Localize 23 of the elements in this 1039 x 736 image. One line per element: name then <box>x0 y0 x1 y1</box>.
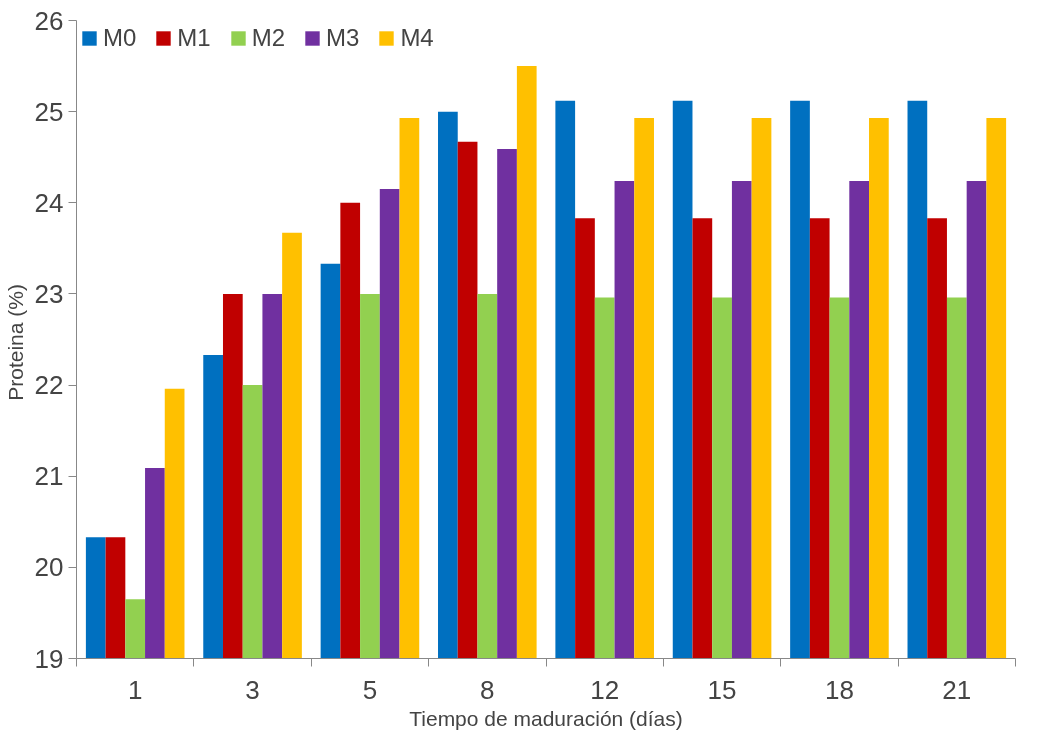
legend-label: M1 <box>177 24 211 52</box>
x-tick-label: 12 <box>590 674 620 705</box>
legend-label: M2 <box>251 24 286 52</box>
x-tick-label: 15 <box>707 674 737 705</box>
y-tick-label: 23 <box>34 278 64 309</box>
x-tick-label: 8 <box>480 674 495 705</box>
legend-label: M4 <box>400 24 434 52</box>
y-tick-label: 25 <box>34 96 64 127</box>
x-tick-label: 21 <box>942 674 972 705</box>
x-tick-label: 3 <box>245 674 260 705</box>
x-axis-title: Tiempo de maduración (días) <box>409 706 683 730</box>
y-tick-label: 21 <box>34 461 64 492</box>
y-axis-title: Proteina (%) <box>3 284 27 401</box>
y-tick-label: 19 <box>34 643 64 674</box>
legend-label: M3 <box>326 24 360 52</box>
x-tick-label: 1 <box>127 674 143 705</box>
y-tick-label: 26 <box>34 5 64 36</box>
y-tick-label: 22 <box>34 370 64 401</box>
y-tick-label: 24 <box>34 187 64 218</box>
y-tick-label: 20 <box>34 552 64 583</box>
x-tick-label: 5 <box>362 674 378 705</box>
x-tick-label: 18 <box>824 674 854 705</box>
legend-label: M0 <box>103 24 137 52</box>
